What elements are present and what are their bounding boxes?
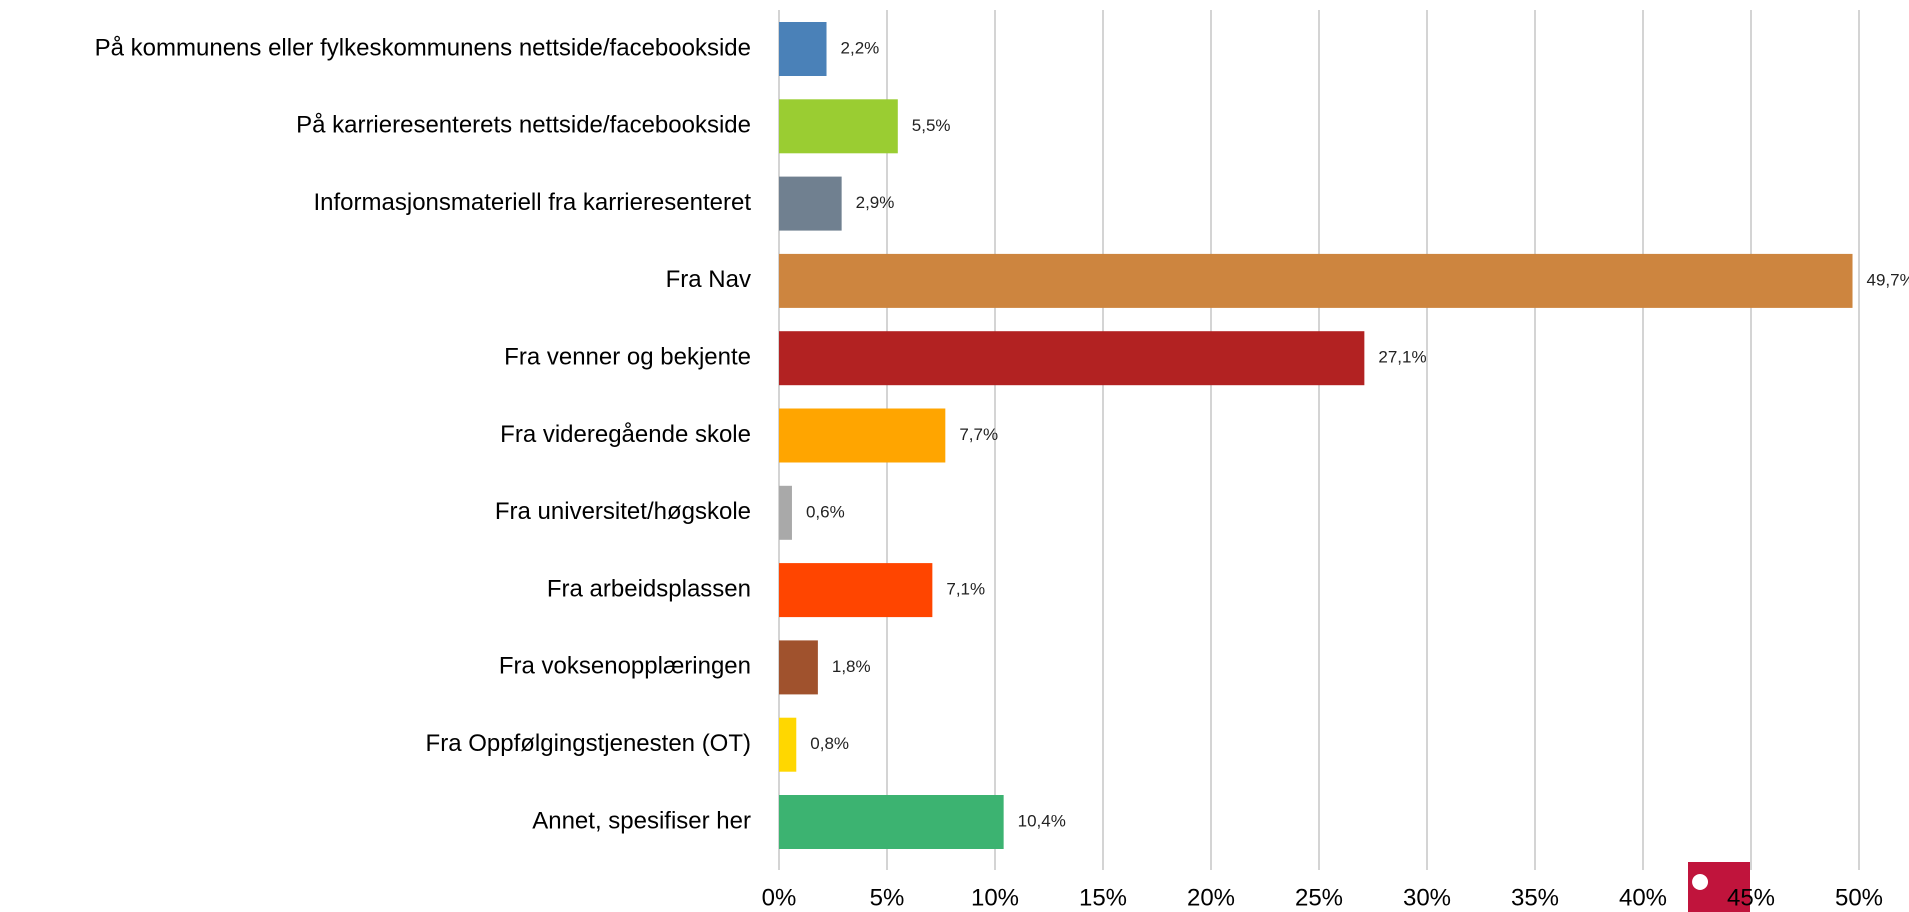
grid xyxy=(778,10,1860,870)
value-label: 0,6% xyxy=(806,502,845,521)
x-tick-label: 45% xyxy=(1727,884,1775,911)
y-tick-label: Fra voksenopplæringen xyxy=(499,653,751,680)
bar xyxy=(779,795,1004,849)
value-label: 5,5% xyxy=(912,116,951,135)
bar xyxy=(779,99,898,154)
y-tick-label: Fra universitet/høgskole xyxy=(495,498,751,525)
logo xyxy=(1688,862,1750,912)
x-tick-label: 20% xyxy=(1187,884,1235,911)
value-label: 7,1% xyxy=(946,580,985,599)
y-tick-label: Fra videregående skole xyxy=(500,421,751,448)
bar xyxy=(779,717,797,772)
y-tick-label: Fra Nav xyxy=(666,266,751,293)
x-tick-label: 40% xyxy=(1619,884,1667,911)
x-tick-label: 30% xyxy=(1403,884,1451,911)
bar xyxy=(779,253,1853,308)
y-tick-label: Annet, spesifiser her xyxy=(532,807,751,834)
bar xyxy=(779,640,818,695)
x-tick-label: 35% xyxy=(1511,884,1559,911)
y-tick-label: Fra venner og bekjente xyxy=(504,344,751,371)
y-tick-label: På karrieresenterets nettside/facebooksi… xyxy=(296,112,751,139)
x-tick-label: 15% xyxy=(1079,884,1127,911)
value-label: 2,2% xyxy=(841,38,880,57)
bar xyxy=(779,22,827,76)
x-tick-label: 0% xyxy=(762,884,797,911)
bar xyxy=(779,408,946,463)
logo-shape xyxy=(1688,862,1750,912)
y-tick-label: Informasjonsmateriell fra karrieresenter… xyxy=(314,189,752,216)
x-tick-label: 10% xyxy=(971,884,1019,911)
value-label: 27,1% xyxy=(1378,348,1426,367)
bar xyxy=(779,176,842,231)
bar xyxy=(779,563,933,618)
value-label: 0,8% xyxy=(810,734,849,753)
x-tick-label: 50% xyxy=(1835,884,1883,911)
y-tick-label: Fra Oppfølgingstjenesten (OT) xyxy=(426,730,751,757)
value-label: 10,4% xyxy=(1018,811,1066,830)
y-tick-label: På kommunens eller fylkeskommunens netts… xyxy=(95,34,751,61)
y-tick-label: Fra arbeidsplassen xyxy=(547,575,751,602)
x-tick-label: 25% xyxy=(1295,884,1343,911)
bar xyxy=(779,485,792,540)
value-label: 1,8% xyxy=(832,657,871,676)
value-label: 49,7% xyxy=(1867,270,1909,289)
bar xyxy=(779,331,1365,386)
value-label: 7,7% xyxy=(959,425,998,444)
x-tick-label: 5% xyxy=(870,884,905,911)
value-label: 2,9% xyxy=(856,193,895,212)
